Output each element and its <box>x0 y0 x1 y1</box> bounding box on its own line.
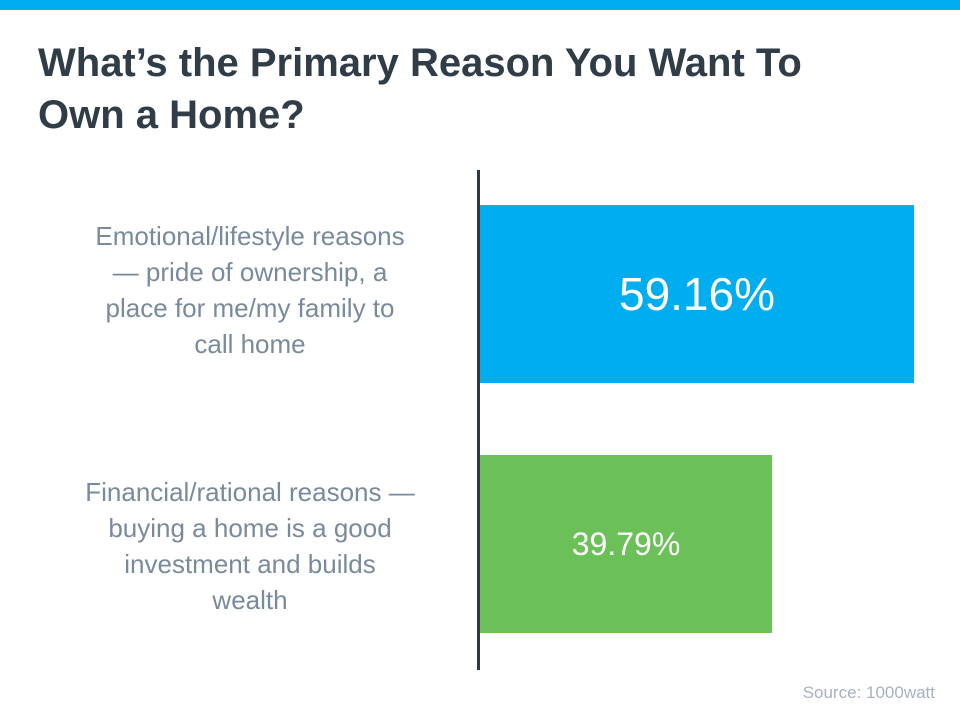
category-label-financial: Financial/rational reasons — buying a ho… <box>85 477 415 615</box>
bar-value-label: 39.79% <box>571 525 681 562</box>
page-title: What’s the Primary Reason You Want To Ow… <box>38 41 802 137</box>
y-axis-line <box>477 170 480 670</box>
source-note: Source: 1000watt <box>802 683 935 702</box>
bar-financial: 39.79% <box>480 455 772 633</box>
bar-value-label: 59.16% <box>618 268 775 320</box>
bar-emotional: 59.16% <box>480 205 914 383</box>
category-label-emotional: Emotional/lifestyle reasons — pride of o… <box>95 221 405 359</box>
top-accent-bar <box>0 0 960 10</box>
